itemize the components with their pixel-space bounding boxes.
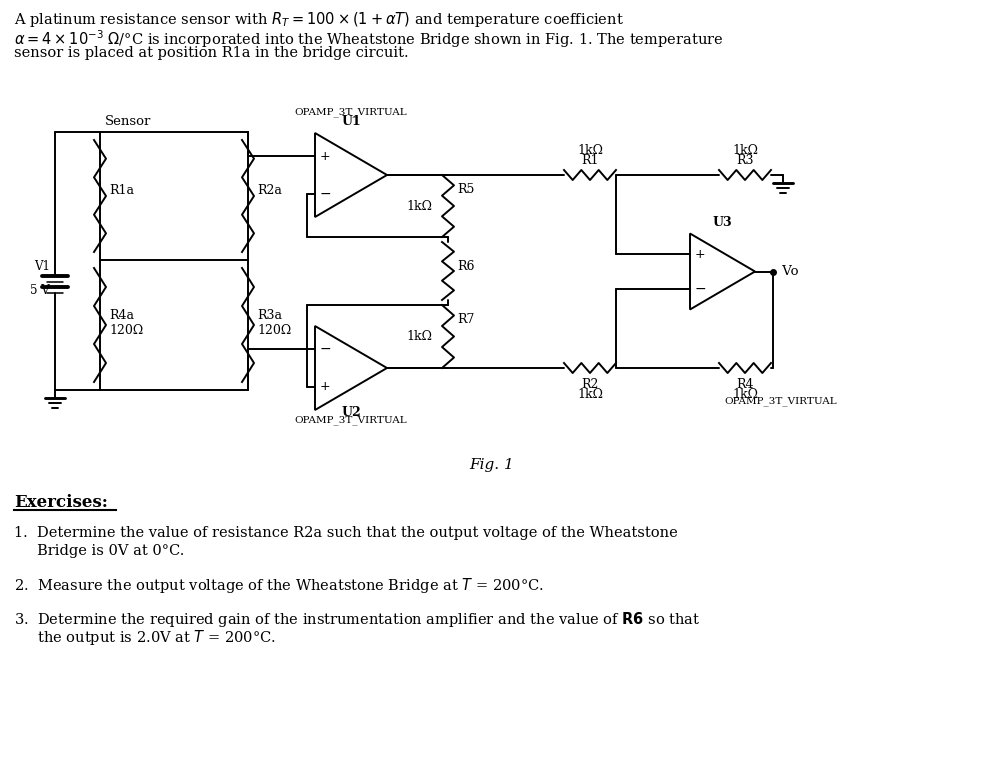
Text: 1kΩ: 1kΩ (577, 388, 603, 401)
Text: Exercises:: Exercises: (14, 494, 108, 511)
Text: R2: R2 (582, 378, 598, 391)
Text: Bridge is 0V at 0°C.: Bridge is 0V at 0°C. (14, 544, 184, 558)
Text: R3: R3 (736, 154, 754, 167)
Text: U3: U3 (712, 216, 732, 228)
Text: R4: R4 (736, 378, 754, 391)
Text: OPAMP_3T_VIRTUAL: OPAMP_3T_VIRTUAL (294, 415, 407, 425)
Text: $\alpha = 4\times10^{-3}$ $\Omega$/°C is incorporated into the Wheatstone Bridge: $\alpha = 4\times10^{-3}$ $\Omega$/°C is… (14, 28, 723, 50)
Text: R7: R7 (457, 313, 474, 326)
Text: 1.  Determine the value of resistance R2a such that the output voltage of the Wh: 1. Determine the value of resistance R2a… (14, 526, 678, 540)
Text: 1kΩ: 1kΩ (732, 388, 758, 401)
Text: 120Ω: 120Ω (109, 323, 144, 337)
Text: R1: R1 (582, 154, 598, 167)
Text: 1kΩ: 1kΩ (577, 144, 603, 157)
Text: sensor is placed at position R1a in the bridge circuit.: sensor is placed at position R1a in the … (14, 46, 408, 60)
Text: +: + (320, 150, 331, 163)
Text: OPAMP_3T_VIRTUAL: OPAMP_3T_VIRTUAL (724, 396, 837, 406)
Text: R1a: R1a (109, 184, 134, 196)
Text: 120Ω: 120Ω (257, 323, 291, 337)
Text: −: − (694, 281, 706, 295)
Text: R2a: R2a (257, 184, 281, 196)
Text: A platinum resistance sensor with $R_T = 100\times(1+\alpha T)$ and temperature : A platinum resistance sensor with $R_T =… (14, 10, 624, 29)
Text: 1kΩ: 1kΩ (406, 199, 432, 213)
Text: R4a: R4a (109, 308, 134, 322)
Text: Vo: Vo (778, 265, 798, 278)
Text: +: + (695, 248, 706, 261)
Text: OPAMP_3T_VIRTUAL: OPAMP_3T_VIRTUAL (294, 108, 407, 117)
Text: 5 V: 5 V (31, 284, 50, 297)
Text: 1kΩ: 1kΩ (732, 144, 758, 157)
Text: the output is 2.0V at $T$ = 200°C.: the output is 2.0V at $T$ = 200°C. (14, 628, 276, 647)
Text: −: − (319, 187, 331, 201)
Text: Fig. 1: Fig. 1 (469, 458, 515, 472)
Text: R6: R6 (457, 259, 474, 273)
Text: +: + (320, 380, 331, 393)
Text: 3.  Determine the required gain of the instrumentation amplifier and the value o: 3. Determine the required gain of the in… (14, 610, 701, 629)
Text: 1kΩ: 1kΩ (406, 330, 432, 343)
Text: 2.  Measure the output voltage of the Wheatstone Bridge at $T$ = 200°C.: 2. Measure the output voltage of the Whe… (14, 576, 544, 595)
Text: U1: U1 (341, 115, 361, 128)
Text: −: − (319, 342, 331, 356)
Text: V1: V1 (34, 260, 50, 273)
Text: R3a: R3a (257, 308, 282, 322)
Text: U2: U2 (341, 406, 361, 419)
Text: Sensor: Sensor (105, 115, 152, 128)
Text: R5: R5 (457, 183, 474, 196)
